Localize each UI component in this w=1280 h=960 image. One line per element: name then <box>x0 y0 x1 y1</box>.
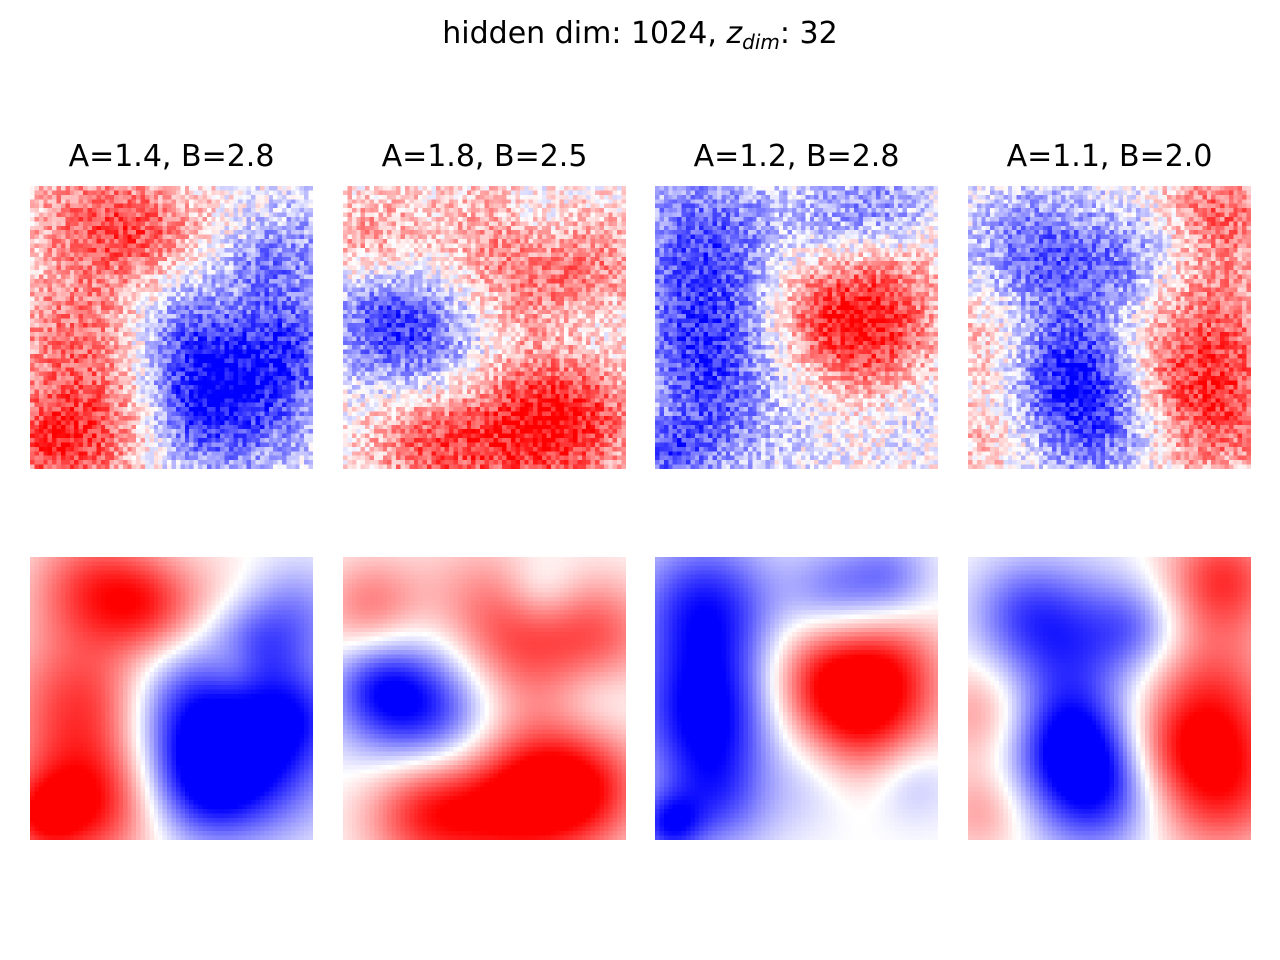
field-panel-row1-col1 <box>30 186 313 469</box>
field-panel-row2-col1 <box>30 557 313 840</box>
title-suffix: : 32 <box>779 16 838 51</box>
field-panel-row2-col2 <box>343 557 626 840</box>
column-title-1: A=1.4, B=2.8 <box>68 139 275 174</box>
title-prefix: hidden dim: 1024, <box>442 16 727 51</box>
field-panel-row1-col4 <box>968 186 1251 469</box>
field-panel-row1-col2 <box>343 186 626 469</box>
figure-title: hidden dim: 1024, zdim: 32 <box>0 14 1280 54</box>
field-panel-row2-col4 <box>968 557 1251 840</box>
column-title-3: A=1.2, B=2.8 <box>693 139 900 174</box>
title-variable: z <box>726 16 743 51</box>
column-title-4: A=1.1, B=2.0 <box>1006 139 1213 174</box>
field-panel-row1-col3 <box>655 186 938 469</box>
column-title-2: A=1.8, B=2.5 <box>381 139 588 174</box>
title-subscript: dim <box>742 30 780 54</box>
field-panel-row2-col3 <box>655 557 938 840</box>
